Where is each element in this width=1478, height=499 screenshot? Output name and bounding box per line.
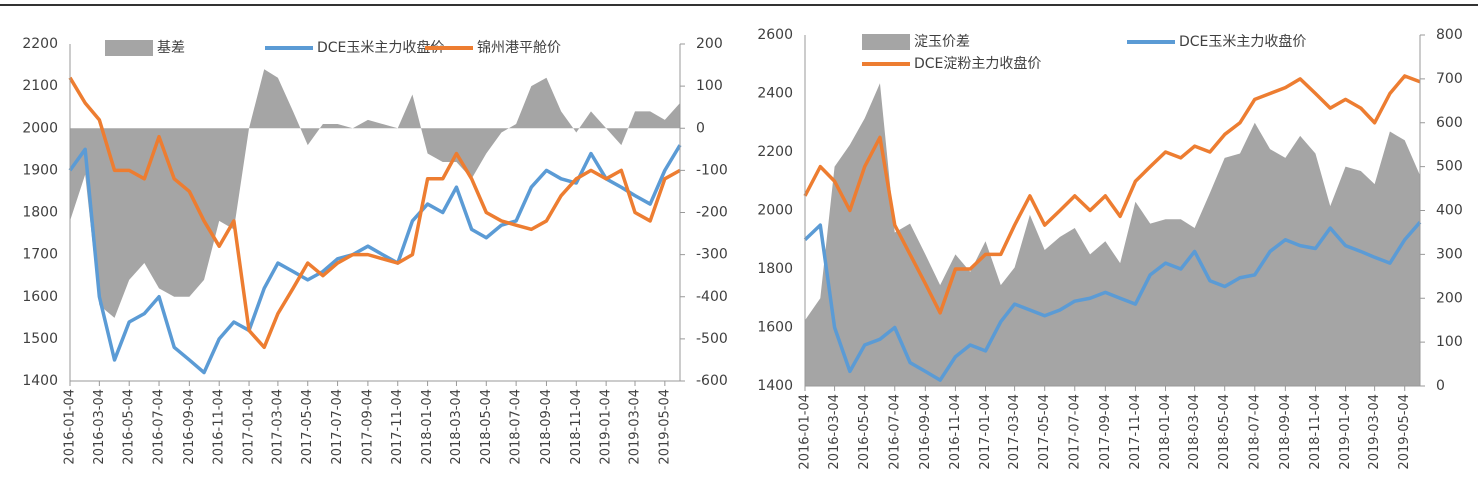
- y2-tick-label: 800: [1436, 27, 1463, 43]
- x-tick-label: 2018-11-04: [1308, 394, 1323, 470]
- x-tick-label: 2018-09-04: [539, 389, 554, 465]
- x-tick-label: 2018-01-04: [420, 389, 435, 465]
- x-tick-label: 2018-09-04: [1278, 394, 1293, 470]
- area-series: [805, 83, 1420, 386]
- x-tick-label: 2017-05-04: [1037, 394, 1052, 470]
- y2-tick-label: 600: [1436, 115, 1463, 131]
- y2-tick-label: 100: [1436, 334, 1463, 350]
- line-series: [803, 221, 1422, 382]
- line-series: [803, 74, 1421, 315]
- x-tick-label: 2016-01-04: [798, 394, 813, 470]
- x-tick-label: 2018-03-04: [449, 389, 464, 465]
- x-tick-label: 2017-01-04: [978, 394, 993, 470]
- x-tick-label: 2016-11-04: [948, 394, 963, 470]
- x-tick-label: 2018-05-04: [479, 389, 494, 465]
- y2-tick-label: 100: [696, 78, 723, 94]
- x-tick-label: 2017-03-04: [270, 389, 285, 465]
- x-tick-label: 2017-09-04: [360, 389, 375, 465]
- y2-tick-label: 0: [1436, 378, 1445, 394]
- y2-tick-label: -100: [696, 162, 728, 178]
- x-tick-label: 2019-03-04: [627, 389, 642, 465]
- x-tick-label: 2016-01-04: [63, 389, 78, 465]
- x-tick-label: 2019-01-04: [1338, 394, 1353, 470]
- x-tick-label: 2016-09-04: [918, 394, 933, 470]
- y2-tick-label: 0: [696, 120, 705, 136]
- y2-tick-label: 200: [696, 36, 723, 52]
- x-tick-label: 2018-07-04: [509, 389, 524, 465]
- y-tick-label: 2600: [757, 27, 793, 43]
- x-tick-label: 2016-05-04: [122, 389, 137, 465]
- y2-tick-label: -600: [696, 373, 728, 389]
- x-tick-label: 2019-05-04: [1397, 394, 1412, 470]
- x-tick-label: 2019-03-04: [1367, 394, 1382, 470]
- x-tick-label: 2016-09-04: [182, 389, 197, 465]
- x-tick-label: 2016-03-04: [827, 394, 842, 470]
- legend-label: 基差: [157, 39, 185, 56]
- legend-label: 锦州港平舱价: [477, 39, 561, 56]
- x-tick-label: 2019-01-04: [599, 389, 614, 465]
- legend-label: DCE玉米主力收盘价: [1179, 33, 1306, 50]
- x-tick-label: 2018-07-04: [1247, 394, 1262, 470]
- y2-tick-label: 300: [1436, 246, 1463, 262]
- y2-tick-label: -300: [696, 247, 728, 263]
- legend-swatch: [862, 34, 910, 50]
- y-tick-label: 1800: [22, 205, 58, 221]
- y2-tick-label: 400: [1436, 203, 1463, 219]
- y2-tick-label: -500: [696, 331, 728, 347]
- x-tick-label: 2016-07-04: [887, 394, 902, 470]
- x-tick-label: 2017-11-04: [390, 389, 405, 465]
- y2-tick-label: 200: [1436, 290, 1463, 306]
- legend-swatch: [105, 40, 153, 56]
- y-tick-label: 1600: [757, 320, 793, 336]
- x-tick-label: 2018-01-04: [1158, 394, 1173, 470]
- y-tick-label: 1800: [757, 261, 793, 277]
- x-tick-label: 2017-05-04: [300, 389, 315, 465]
- y-tick-label: 1700: [22, 247, 58, 263]
- x-tick-label: 2017-07-04: [1067, 394, 1082, 470]
- x-tick-label: 2017-11-04: [1128, 394, 1143, 470]
- y-tick-label: 2200: [757, 144, 793, 160]
- y-tick-label: 1900: [22, 162, 58, 178]
- y-tick-label: 1500: [22, 331, 58, 347]
- y-tick-label: 1600: [22, 289, 58, 305]
- x-tick-label: 2017-03-04: [1007, 394, 1022, 470]
- legend-label: DCE淀粉主力收盘价: [914, 55, 1041, 72]
- x-tick-label: 2016-11-04: [212, 389, 227, 465]
- line-series: [68, 76, 681, 350]
- y2-tick-label: 500: [1436, 159, 1463, 175]
- x-tick-label: 2019-05-04: [657, 389, 672, 465]
- x-tick-label: 2016-05-04: [857, 394, 872, 470]
- legend-label: 淀玉价差: [914, 34, 970, 50]
- y2-tick-label: -200: [696, 205, 728, 221]
- area-series: [70, 69, 680, 318]
- x-tick-label: 2016-07-04: [152, 389, 167, 465]
- legend-label: DCE玉米主力收盘价: [317, 39, 444, 56]
- y-tick-label: 2000: [22, 120, 58, 136]
- x-tick-label: 2016-03-04: [92, 389, 107, 465]
- x-tick-label: 2017-09-04: [1098, 394, 1113, 470]
- y-tick-label: 1400: [22, 373, 58, 389]
- y-tick-label: 2200: [22, 36, 58, 52]
- x-tick-label: 2018-03-04: [1187, 394, 1202, 470]
- y2-tick-label: 700: [1436, 71, 1463, 87]
- x-tick-label: 2017-01-04: [242, 389, 257, 465]
- x-tick-label: 2017-07-04: [330, 389, 345, 465]
- y-tick-label: 2000: [757, 203, 793, 219]
- y2-tick-label: -400: [696, 289, 728, 305]
- x-tick-label: 2018-11-04: [569, 389, 584, 465]
- y-tick-label: 2100: [22, 78, 58, 94]
- y-tick-label: 2400: [757, 86, 793, 102]
- x-tick-label: 2018-05-04: [1217, 394, 1232, 470]
- y-tick-label: 1400: [757, 378, 793, 394]
